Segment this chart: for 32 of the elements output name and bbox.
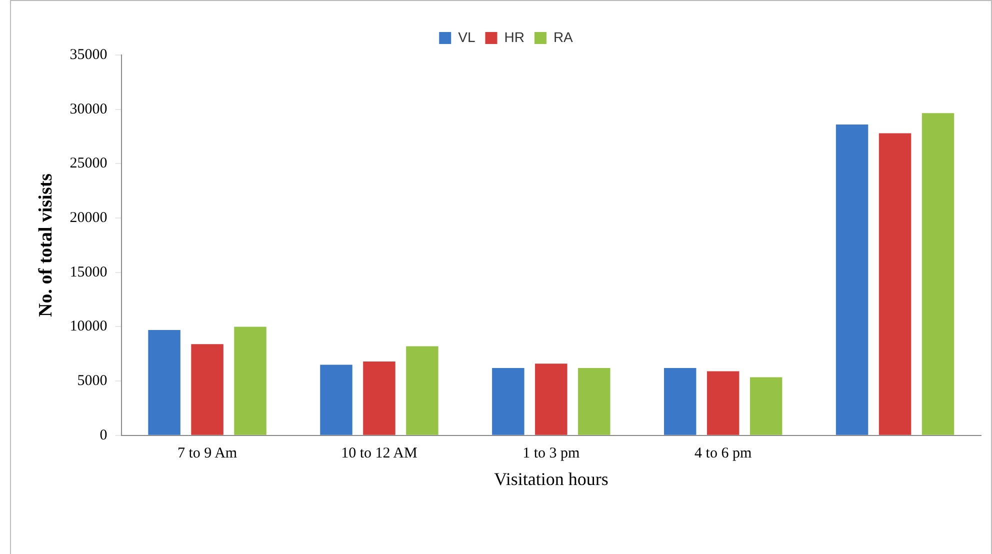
legend-label: RA <box>553 28 574 45</box>
y-tick-label: 15000 <box>70 264 108 280</box>
bar <box>320 364 352 435</box>
bar <box>578 368 610 435</box>
x-tick-label: 1 to 3 pm <box>522 445 580 462</box>
y-tick-label: 30000 <box>70 101 108 118</box>
bar <box>750 377 782 435</box>
y-tick-label: 35000 <box>70 46 108 63</box>
bar <box>363 361 396 435</box>
bar <box>535 364 568 435</box>
bar <box>664 368 696 435</box>
y-axis-title: No. of total visists <box>35 173 56 317</box>
x-tick-label: 4 to 6 pm <box>694 445 752 462</box>
bar <box>878 133 912 435</box>
bar <box>922 113 954 435</box>
bar <box>191 344 224 435</box>
x-axis-title: Visitation hours <box>494 468 608 489</box>
x-tick-label: 10 to 12 AM <box>341 445 418 462</box>
legend-label: VL <box>458 28 476 45</box>
y-tick-label: 5000 <box>77 372 108 389</box>
y-tick-label: 25000 <box>70 156 108 172</box>
bar <box>836 124 868 435</box>
bar <box>492 368 524 435</box>
bar <box>148 330 180 435</box>
y-tick-label: 10000 <box>70 318 108 335</box>
legend-label: HR <box>504 28 524 45</box>
bar <box>706 371 740 435</box>
x-tick-label: 7 to 9 Am <box>177 445 238 462</box>
bar <box>234 326 266 435</box>
y-tick-label: 0 <box>100 427 108 444</box>
bar <box>406 346 438 435</box>
y-tick-label: 20000 <box>70 210 108 226</box>
